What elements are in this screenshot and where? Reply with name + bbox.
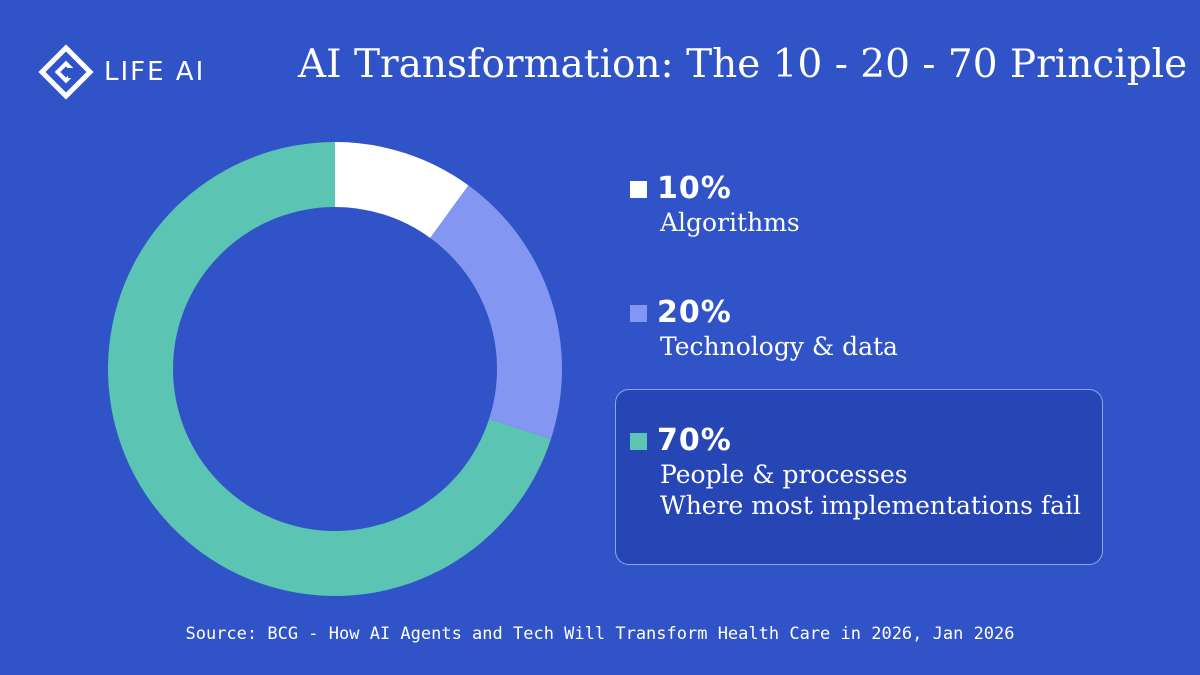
legend-label-people-processes: People & processes [660, 459, 908, 489]
donut-chart [108, 142, 562, 596]
source-citation: Source: BCG - How AI Agents and Tech Wil… [185, 624, 1015, 644]
legend-percent-technology-data: 20% [657, 295, 732, 330]
legend-item-people-processes: 70% People & processes Where most implem… [630, 423, 1082, 522]
donut-slice-technology-data [430, 185, 562, 440]
legend-swatch-technology-data [630, 304, 647, 322]
legend-item-algorithms: 10% Algorithms [630, 171, 800, 238]
life-ai-diamond-logo-icon [38, 44, 94, 100]
legend-label-technology-data: Technology & data [660, 331, 898, 361]
legend-swatch-algorithms [630, 180, 647, 198]
highlight-box [615, 389, 1103, 565]
chart-title: AI Transformation: The 10 - 20 - 70 Prin… [298, 42, 1188, 87]
legend-percent-people-processes: 70% [657, 423, 732, 458]
legend-swatch-people-processes [630, 432, 647, 450]
brand-name: LIFE AI [104, 57, 206, 87]
legend-label-algorithms: Algorithms [660, 207, 800, 237]
donut-slice-people-processes [108, 142, 551, 596]
brand-logo: LIFE AI [38, 44, 205, 100]
legend-note-people-processes: Where most implementations fail [660, 491, 1082, 520]
donut-slice-algorithms [335, 142, 469, 238]
legend-percent-algorithms: 10% [657, 171, 732, 206]
legend-item-technology-data: 20% Technology & data [630, 295, 898, 362]
